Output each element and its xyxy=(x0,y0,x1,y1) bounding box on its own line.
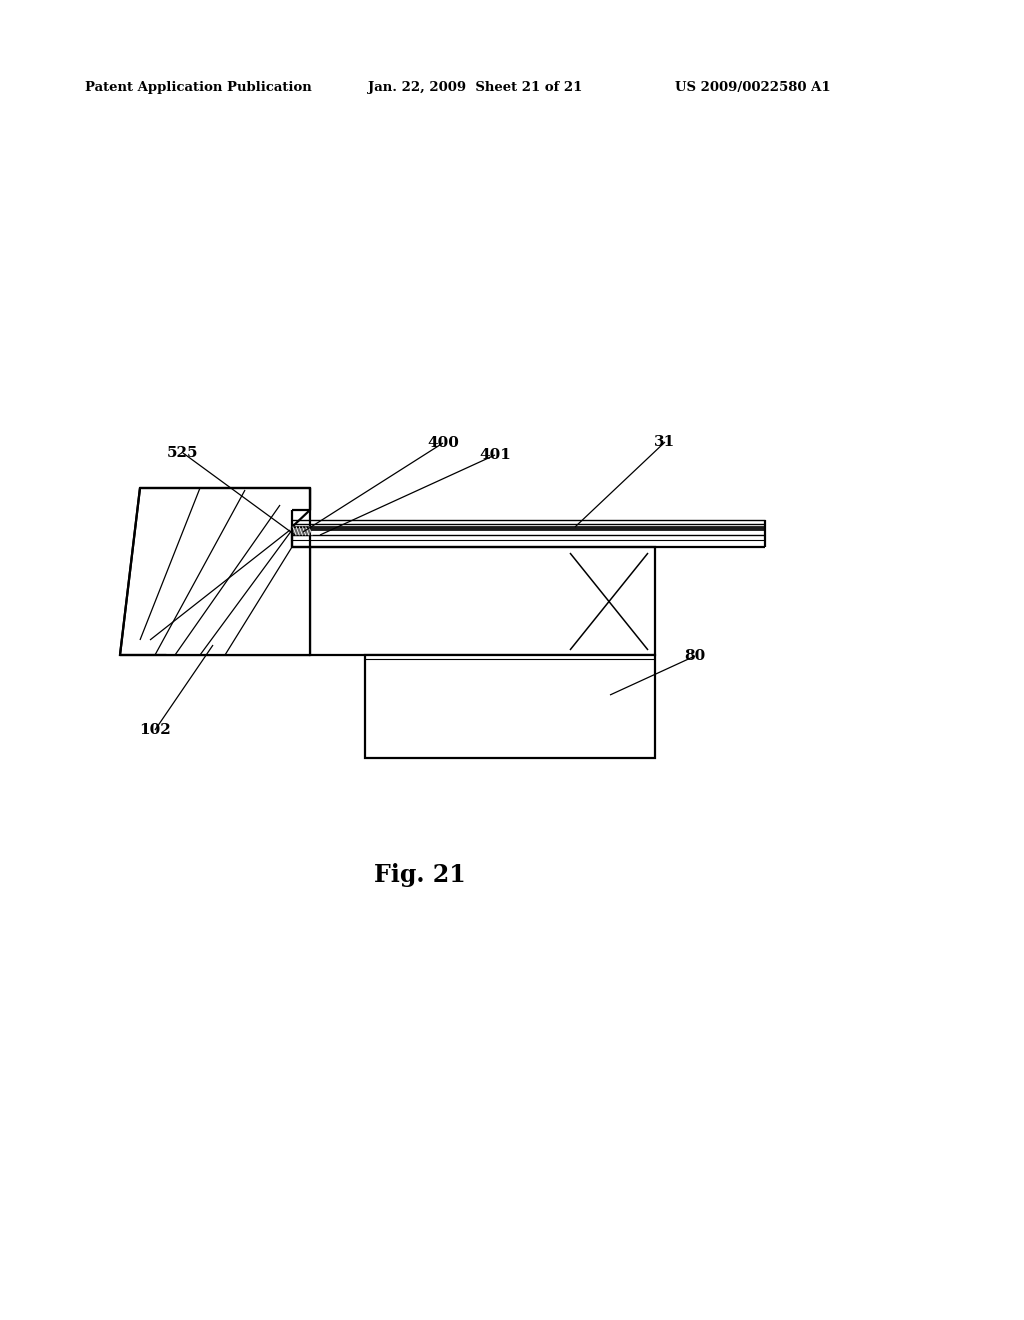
Text: US 2009/0022580 A1: US 2009/0022580 A1 xyxy=(675,82,830,95)
Text: Jan. 22, 2009  Sheet 21 of 21: Jan. 22, 2009 Sheet 21 of 21 xyxy=(368,82,583,95)
Text: Patent Application Publication: Patent Application Publication xyxy=(85,82,311,95)
Polygon shape xyxy=(165,488,310,655)
Text: 102: 102 xyxy=(139,723,171,737)
Text: 31: 31 xyxy=(654,436,676,449)
Polygon shape xyxy=(292,527,310,535)
Text: Fig. 21: Fig. 21 xyxy=(374,863,466,887)
Text: 525: 525 xyxy=(167,446,199,459)
Polygon shape xyxy=(120,488,310,655)
Polygon shape xyxy=(310,546,655,655)
Text: 80: 80 xyxy=(684,649,706,663)
Polygon shape xyxy=(365,655,655,758)
Text: 400: 400 xyxy=(427,436,459,450)
Text: 401: 401 xyxy=(479,447,511,462)
